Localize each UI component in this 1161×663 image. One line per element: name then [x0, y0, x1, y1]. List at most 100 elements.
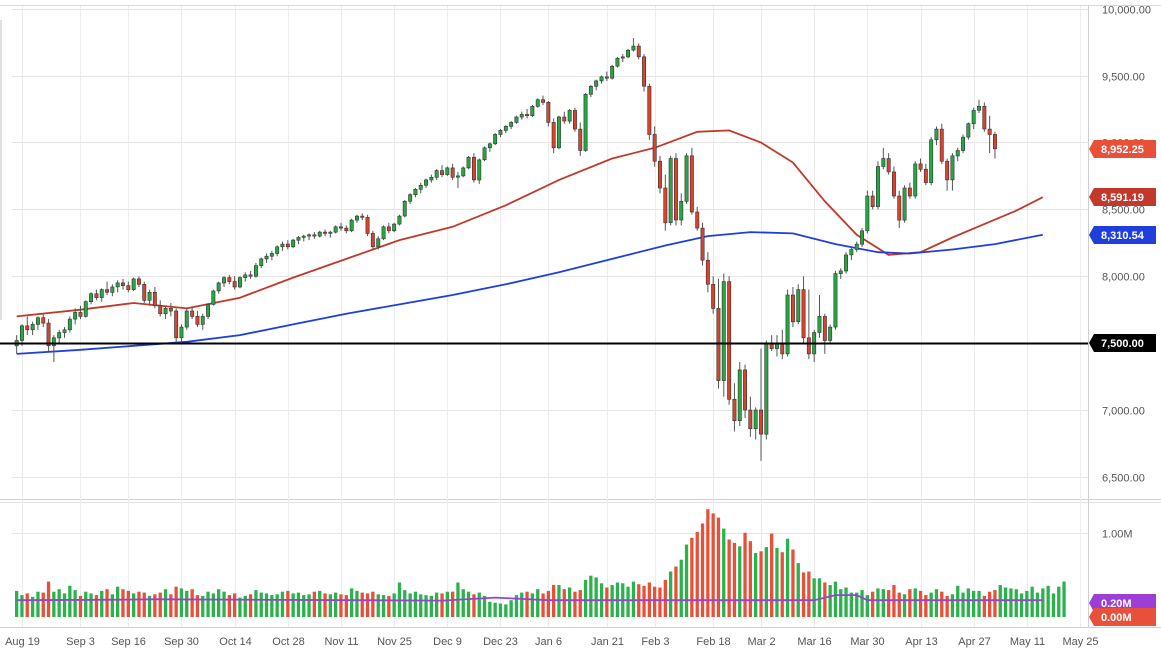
candle	[418, 182, 423, 194]
volume-bar	[669, 571, 673, 617]
price-tag: 7,500.00	[1089, 334, 1156, 352]
candle-body	[594, 80, 599, 87]
candle	[961, 134, 966, 154]
candle	[365, 214, 370, 237]
candle	[78, 305, 83, 320]
candle-body	[57, 332, 62, 339]
candle	[732, 383, 737, 432]
volume-bar	[78, 595, 83, 617]
volume-bar	[913, 588, 917, 617]
volume-bar	[451, 591, 455, 617]
candle	[259, 257, 264, 269]
candle-body	[296, 237, 301, 241]
volume-bar	[844, 587, 848, 617]
volume-bar	[286, 590, 290, 617]
candle-body	[121, 282, 125, 286]
candle-body	[828, 326, 833, 341]
volume-bar	[222, 591, 226, 617]
volume-bar	[185, 590, 189, 617]
candle-body	[860, 230, 865, 245]
volume-bar	[583, 579, 588, 617]
candle	[349, 218, 354, 233]
volume-bar	[381, 595, 386, 617]
candle	[562, 111, 567, 124]
volume-bar	[461, 589, 465, 617]
candle-body	[977, 106, 982, 111]
candle	[657, 155, 662, 194]
candle-body	[25, 325, 30, 331]
candle	[301, 234, 306, 242]
candle	[902, 185, 907, 223]
volume-bar	[328, 594, 332, 617]
volume-bar	[727, 539, 731, 617]
volume-bars	[15, 509, 1066, 617]
candle	[929, 137, 934, 186]
volume-bar	[323, 593, 327, 617]
candle-body	[599, 76, 604, 82]
candle	[35, 316, 40, 330]
candle	[907, 182, 912, 199]
candle-body	[493, 134, 498, 145]
candle-body	[833, 273, 838, 328]
volume-bar	[887, 590, 891, 617]
price-tag-box	[1089, 188, 1156, 206]
candle-body	[238, 277, 242, 288]
candle	[737, 361, 742, 427]
price-tag-box	[1089, 140, 1156, 158]
candle-body	[913, 163, 918, 197]
volume-bar	[520, 592, 524, 617]
candle	[700, 222, 705, 266]
candle	[567, 109, 572, 124]
candle-body	[737, 369, 742, 421]
candle-body	[179, 326, 184, 339]
candle-body	[562, 116, 567, 122]
volume-bar	[738, 546, 742, 617]
candle	[785, 289, 790, 357]
candle-body	[663, 187, 668, 224]
candle	[168, 303, 173, 317]
candle	[854, 241, 859, 253]
candle	[264, 253, 269, 263]
candle	[583, 92, 588, 152]
volume-bar	[147, 595, 152, 617]
volume-bar	[897, 592, 901, 617]
candle	[137, 276, 141, 287]
candle-body	[514, 116, 519, 123]
volume-bar	[690, 537, 694, 617]
candle	[110, 284, 115, 297]
candle-body	[232, 281, 237, 288]
candle-body	[732, 398, 737, 421]
candle	[945, 158, 950, 191]
volume-bar	[387, 595, 391, 617]
price-tag-label: 8,952.25	[1101, 144, 1144, 156]
volume-bar	[770, 533, 774, 617]
candle-body	[689, 155, 694, 213]
volume-bar	[233, 593, 237, 617]
candle	[934, 126, 939, 146]
volume-bar	[365, 593, 370, 617]
candle	[317, 230, 322, 238]
time-tick-label: Sep 30	[164, 636, 199, 648]
candle	[806, 289, 811, 360]
volume-bar	[748, 541, 752, 617]
volume-bar	[493, 602, 497, 617]
candle	[705, 252, 710, 293]
volume-bar	[334, 592, 338, 617]
volume-bar	[514, 595, 519, 617]
candle-body	[333, 226, 338, 233]
volume-bar	[961, 592, 965, 617]
volume-bar	[360, 592, 364, 617]
candle	[721, 273, 726, 397]
candle	[62, 327, 67, 338]
candle	[509, 121, 514, 130]
candle-body	[902, 187, 907, 221]
candle	[248, 270, 253, 279]
volume-bar	[243, 595, 247, 617]
volume-bar	[302, 595, 306, 617]
volume-bar	[142, 592, 146, 617]
volume-bar	[270, 595, 274, 617]
volume-bar	[594, 577, 598, 617]
volume-bar	[536, 589, 540, 617]
volume-bar	[1025, 590, 1029, 617]
